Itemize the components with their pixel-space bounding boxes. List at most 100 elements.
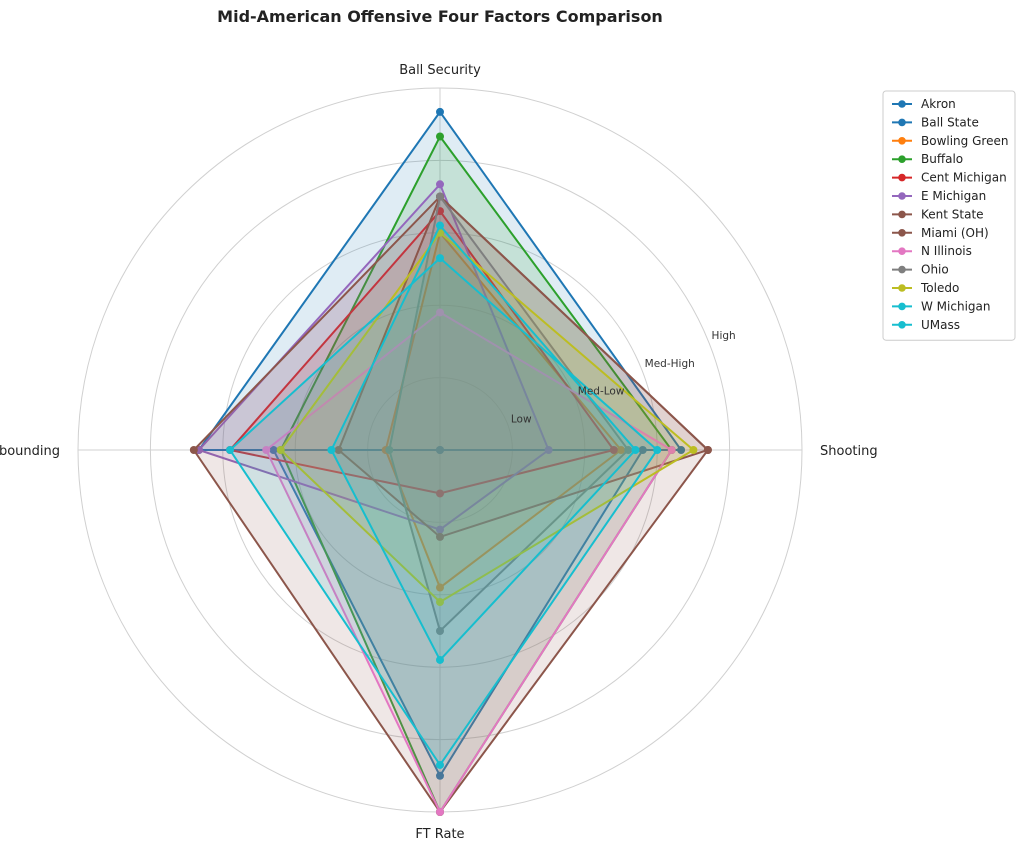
ring-label-low: Low <box>511 413 532 425</box>
legend-item-cent-michigan: Cent Michigan <box>892 171 1007 185</box>
legend-label: Kent State <box>921 207 984 221</box>
ring-labels: Low Med-Low Med-High High <box>511 330 736 425</box>
ring-label-med-low: Med-Low <box>578 386 625 398</box>
legend-item-toledo: Toledo <box>892 281 959 295</box>
axis-labels: Ball Security Shooting FT Rate Off Reboundi… <box>0 63 878 842</box>
point-cent-michigan-shooting <box>609 446 618 454</box>
legend-item-akron: Akron <box>892 97 956 111</box>
series-area-n-illinois <box>266 312 672 812</box>
legend-swatch-marker <box>898 100 906 108</box>
legend-item-n-illinois: N Illinois <box>892 244 972 258</box>
series-area-buffalo <box>280 136 672 812</box>
series-area-w-michigan <box>331 225 636 660</box>
point-ohio-ball-security <box>436 192 444 201</box>
point-toledo-ft-rate <box>436 598 444 607</box>
legend-item-kent-state: Kent State <box>892 207 984 221</box>
legend-label: Miami (OH) <box>921 226 989 240</box>
point-akron-shooting <box>677 446 686 454</box>
point-umass-ft-rate <box>436 760 444 769</box>
axis-label-ball-security: Ball Security <box>399 63 481 78</box>
axis-label-ft-rate: FT Rate <box>415 827 464 842</box>
legend-item-e-michigan: E Michigan <box>892 189 986 203</box>
point-ohio-ft-rate <box>436 627 444 635</box>
point-buffalo-ball-security <box>436 132 444 141</box>
legend-swatch-marker <box>898 137 906 145</box>
point-e-michigan-ball-security <box>436 180 444 189</box>
legend: Akron Ball State Bowling Green Buffalo Cent … <box>882 90 1016 341</box>
point-n-illinois-ft-rate <box>436 808 444 816</box>
legend-swatch-marker <box>898 321 906 329</box>
legend-item-ohio: Ohio <box>892 263 949 277</box>
ring-label-med-high: Med-High <box>645 358 695 370</box>
legend-swatch-marker <box>898 229 906 237</box>
point-n-illinois-shooting <box>667 446 676 454</box>
legend-label: E Michigan <box>921 189 986 203</box>
series-area-cent-michigan <box>230 211 614 494</box>
legend-box <box>882 90 1016 341</box>
legend-swatch-marker <box>898 118 906 127</box>
point-ball-state-shooting <box>638 446 647 454</box>
point-miami-oh-shooting <box>703 446 712 454</box>
legend-swatch-marker <box>898 155 906 163</box>
point-kent-state-ft-rate <box>436 532 444 541</box>
point-toledo-off-rebounding <box>276 446 285 454</box>
radar-series <box>189 107 712 816</box>
legend-label: Ohio <box>921 263 949 277</box>
legend-label: Buffalo <box>921 152 963 166</box>
point-e-michigan-ft-rate <box>436 525 444 534</box>
legend-label: N Illinois <box>921 244 972 258</box>
point-ohio-shooting <box>624 446 633 454</box>
series-cent-michigan <box>226 207 618 498</box>
series-ohio <box>385 192 633 635</box>
legend-label: Akron <box>921 97 956 111</box>
point-ball-state-ft-rate <box>436 771 444 780</box>
legend-label: Ball State <box>921 115 979 129</box>
point-toledo-shooting <box>689 446 698 454</box>
point-ohio-off-rebounding <box>385 446 394 454</box>
point-ball-state-ball-security <box>436 446 444 454</box>
ring-label-high: High <box>712 330 736 342</box>
legend-label: Bowling Green <box>921 134 1008 148</box>
series-area-umass <box>230 258 658 765</box>
point-w-michigan-shooting <box>631 446 640 454</box>
legend-item-bowling-green: Bowling Green <box>892 134 1008 148</box>
legend-swatch-marker <box>898 265 906 274</box>
legend-item-ball-state: Ball State <box>892 115 979 129</box>
series-w-michigan <box>327 221 640 664</box>
legend-swatch-marker <box>898 173 906 182</box>
legend-swatch-marker <box>898 302 906 311</box>
point-bowling-green-ft-rate <box>436 583 444 592</box>
chart-title: Mid-American Offensive Four Factors Comp… <box>217 7 663 26</box>
point-n-illinois-ball-security <box>436 308 444 317</box>
legend-label: UMass <box>921 318 960 332</box>
point-akron-ball-security <box>436 107 444 116</box>
point-umass-off-rebounding <box>226 446 235 454</box>
legend-label: W Michigan <box>921 299 990 313</box>
point-bowling-green-shooting <box>617 446 625 454</box>
point-umass-shooting <box>653 446 662 454</box>
legend-swatch-marker <box>898 210 906 219</box>
legend-label: Toledo <box>920 281 959 295</box>
point-n-illinois-off-rebounding <box>262 446 271 454</box>
legend-item-umass: UMass <box>892 318 960 332</box>
point-kent-state-off-rebounding <box>334 446 343 454</box>
series-area-ohio <box>389 196 629 631</box>
point-w-michigan-ft-rate <box>436 655 444 664</box>
legend-swatch-marker <box>898 284 906 292</box>
legend-swatch-marker <box>898 192 906 200</box>
series-area-miami-oh <box>193 196 708 813</box>
series-area-bowling-green <box>385 232 621 588</box>
point-ball-state-off-rebounding <box>269 446 278 454</box>
legend-item-buffalo: Buffalo <box>892 152 963 166</box>
series-area-kent-state <box>338 196 708 537</box>
point-umass-ball-security <box>436 254 444 263</box>
axis-label-off-rebounding: Off Rebounding <box>0 444 60 459</box>
point-cent-michigan-ft-rate <box>436 489 444 498</box>
legend-item-w-michigan: W Michigan <box>892 299 990 313</box>
point-e-michigan-shooting <box>544 446 553 454</box>
legend-item-miami-oh: Miami (OH) <box>892 226 989 240</box>
point-miami-oh-off-rebounding <box>189 446 198 454</box>
legend-swatch-marker <box>898 247 906 255</box>
point-w-michigan-off-rebounding <box>327 446 336 454</box>
